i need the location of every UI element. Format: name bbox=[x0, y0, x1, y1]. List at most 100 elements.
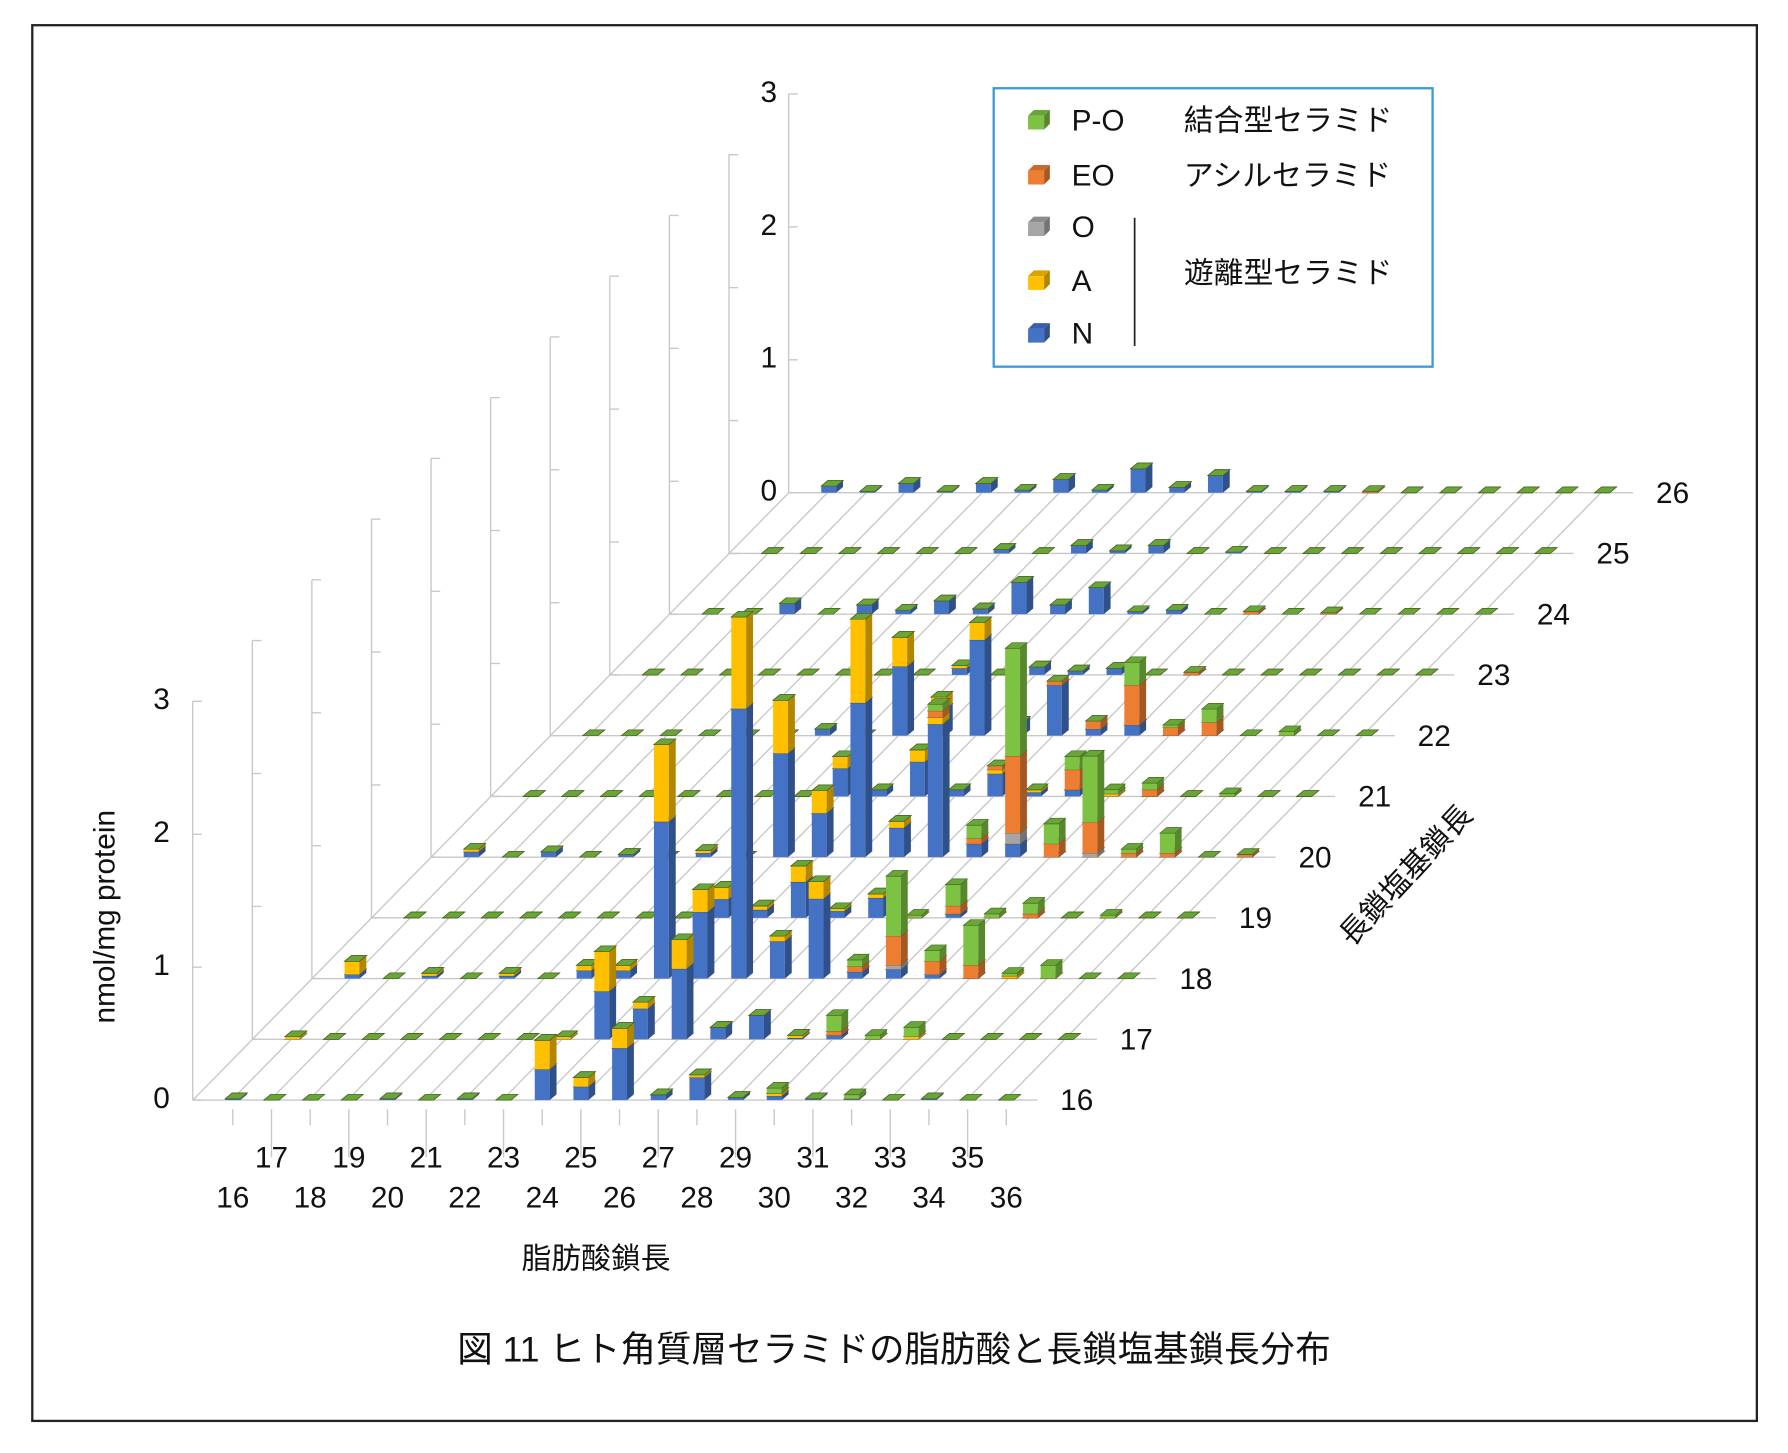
bar-top bbox=[885, 870, 909, 877]
bar-segment bbox=[617, 848, 642, 855]
legend-front bbox=[1028, 170, 1045, 185]
bar-front bbox=[972, 608, 988, 615]
bar-segment bbox=[688, 1068, 713, 1076]
bar-segment bbox=[1516, 486, 1541, 494]
bar-side bbox=[359, 968, 367, 979]
bar-side bbox=[1020, 838, 1027, 858]
x-tick-label: 35 bbox=[951, 1142, 984, 1175]
bar-segment bbox=[810, 784, 835, 792]
bar-side bbox=[949, 595, 956, 615]
bar-segment bbox=[1066, 664, 1091, 672]
bar-top bbox=[974, 477, 999, 484]
bar-top bbox=[620, 729, 645, 737]
bar-top bbox=[680, 668, 704, 676]
bar-side bbox=[990, 477, 998, 493]
bar-front bbox=[1285, 491, 1301, 493]
bar-front bbox=[892, 666, 908, 736]
bar-side bbox=[942, 705, 950, 718]
bar-segment bbox=[980, 1033, 1004, 1040]
bar-side bbox=[1174, 847, 1182, 858]
bar-side bbox=[707, 883, 715, 913]
bar-segment bbox=[954, 547, 978, 554]
bar-front bbox=[1103, 793, 1119, 797]
x-tick-label: 16 bbox=[216, 1182, 249, 1215]
bar-segment bbox=[902, 1021, 927, 1037]
bar-segment bbox=[632, 996, 656, 1003]
bar-side bbox=[978, 959, 986, 979]
bar-front bbox=[969, 639, 985, 736]
bar-side bbox=[1020, 642, 1027, 757]
bar-front bbox=[1201, 722, 1217, 736]
bar-segment bbox=[799, 547, 824, 554]
bar-front bbox=[692, 912, 708, 979]
bar-front bbox=[689, 1074, 705, 1078]
bar-front bbox=[1207, 475, 1223, 493]
bar-side bbox=[1136, 847, 1143, 858]
bar-top bbox=[1126, 605, 1151, 612]
bar-top bbox=[417, 1093, 442, 1101]
bar-top bbox=[817, 608, 841, 615]
bar-segment bbox=[772, 694, 796, 701]
bar-front bbox=[1005, 843, 1021, 858]
bar-top bbox=[930, 691, 954, 698]
x-tick-label: 33 bbox=[874, 1142, 907, 1175]
bar-front bbox=[895, 610, 911, 615]
bar-front bbox=[811, 813, 827, 858]
bar-side bbox=[743, 1091, 750, 1101]
bar-front bbox=[1121, 853, 1137, 858]
bar-segment bbox=[1182, 666, 1207, 673]
bar-front bbox=[847, 966, 863, 972]
bar-side bbox=[886, 784, 894, 797]
bar-front bbox=[1022, 913, 1038, 918]
bar-side bbox=[588, 1081, 596, 1101]
bar-side bbox=[826, 784, 834, 814]
bar-segment bbox=[933, 594, 957, 602]
bar-segment bbox=[1081, 750, 1106, 823]
bar-side bbox=[707, 906, 715, 979]
bar-side bbox=[841, 1009, 849, 1032]
bar-top bbox=[965, 819, 990, 826]
bar-segment bbox=[322, 1033, 347, 1040]
bar-segment bbox=[701, 608, 725, 615]
bar-segment bbox=[983, 907, 1007, 918]
bar-top bbox=[838, 547, 862, 554]
bar-segment bbox=[730, 610, 755, 618]
bar-segment bbox=[962, 919, 987, 966]
bar-front bbox=[421, 973, 437, 976]
bar-side bbox=[1118, 788, 1126, 797]
legend-note: 遊離型セラミド bbox=[1184, 257, 1392, 290]
bar-front bbox=[1243, 611, 1259, 615]
bar-front bbox=[1130, 468, 1146, 493]
bar-side bbox=[1097, 750, 1105, 823]
bar-front bbox=[752, 909, 768, 918]
bar-front bbox=[951, 665, 967, 669]
bar-front bbox=[779, 603, 795, 615]
bar-segment bbox=[864, 1029, 888, 1040]
bar-front bbox=[463, 849, 479, 852]
bar-side bbox=[904, 815, 911, 828]
bar-front bbox=[1046, 681, 1062, 686]
bar-front bbox=[850, 702, 866, 858]
bar-segment bbox=[1042, 817, 1067, 844]
bar-segment bbox=[516, 1033, 540, 1040]
bar-segment bbox=[751, 899, 775, 907]
bar-top bbox=[968, 616, 993, 624]
bar-front bbox=[787, 1035, 803, 1039]
bar-top bbox=[760, 547, 785, 554]
bar-side bbox=[1100, 715, 1108, 730]
bar-top bbox=[694, 844, 719, 851]
bar-front bbox=[811, 790, 827, 814]
bar-segment bbox=[593, 945, 618, 992]
bar-side bbox=[710, 844, 718, 854]
row-label: 26 bbox=[1656, 477, 1689, 510]
bar-top bbox=[804, 1092, 829, 1100]
bar-top bbox=[617, 848, 642, 855]
bar-side bbox=[514, 970, 522, 979]
bar-top bbox=[807, 875, 832, 882]
bar-side bbox=[647, 996, 655, 1009]
bar-side bbox=[1177, 719, 1185, 728]
bar-top bbox=[572, 1071, 597, 1078]
bar-segment bbox=[971, 602, 996, 610]
bar-front bbox=[618, 854, 634, 858]
bar-side bbox=[1216, 716, 1224, 736]
